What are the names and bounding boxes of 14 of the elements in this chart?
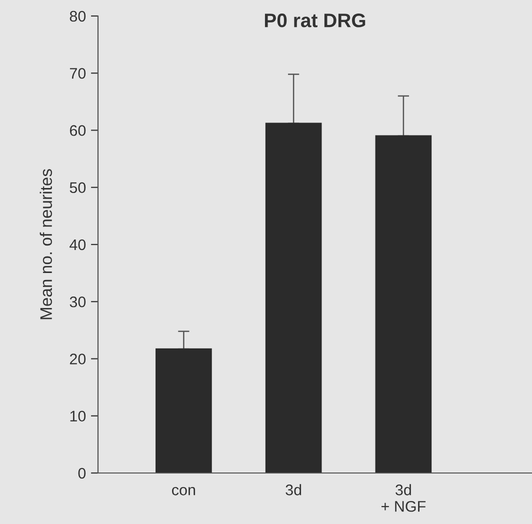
y-tick-label: 70 [70,68,86,79]
chart-title: P0 rat DRG [264,14,366,28]
y-tick-label: 10 [70,410,86,422]
x-tick-label: con [172,486,196,496]
y-axis-title: Mean no. of neurites [40,169,52,320]
y-tick-label: 20 [70,354,86,364]
y-tick-label: 40 [70,239,86,250]
y-tick-label: 30 [70,296,86,308]
y-tick-label: 80 [70,10,86,22]
y-tick-label: 0 [78,468,86,479]
x-tick-label: 3d [286,484,302,496]
y-tick-label: 50 [70,182,86,194]
x-tick-label: 3d + NGF [381,484,426,512]
y-tick-label: 60 [70,125,86,136]
